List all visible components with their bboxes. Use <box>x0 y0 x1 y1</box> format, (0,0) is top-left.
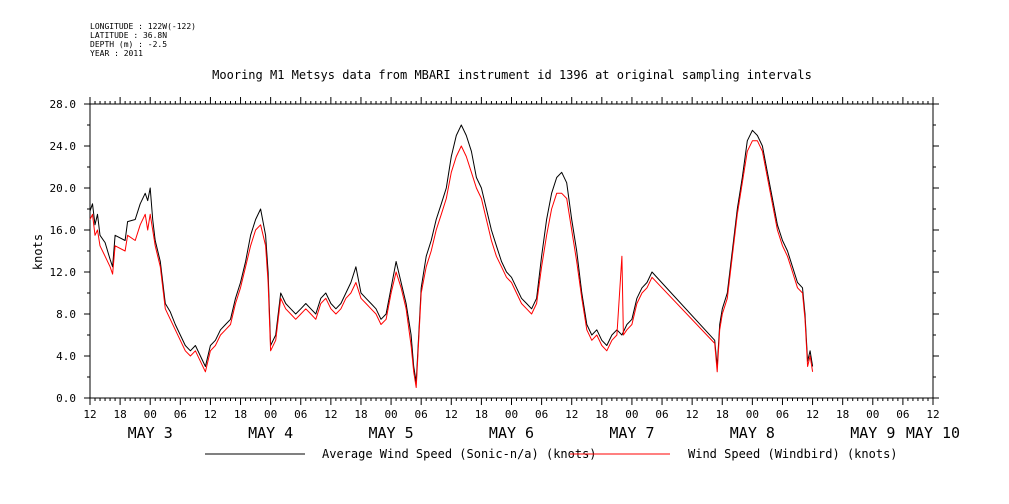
x-tick-label: 12 <box>926 408 939 421</box>
x-tick-label: 18 <box>836 408 849 421</box>
series-layer <box>89 124 814 388</box>
x-tick-label: 00 <box>144 408 157 421</box>
x-date-label: MAY 4 <box>248 424 293 442</box>
x-tick-label: 12 <box>324 408 337 421</box>
x-tick-label: 06 <box>174 408 187 421</box>
y-axis: 0.0 4.0 8.0 12.0 16.0 20.0 24.0 28.0 <box>50 98 939 405</box>
x-tick-label: 12 <box>204 408 217 421</box>
y-tick-label: 4.0 <box>56 350 76 363</box>
legend-label-windbird: Wind Speed (Windbird) (knots) <box>688 447 898 461</box>
x-tick-label: 00 <box>866 408 879 421</box>
series-line-0 <box>89 124 814 383</box>
x-tick-label: 12 <box>806 408 819 421</box>
y-tick-label: 24.0 <box>50 140 77 153</box>
x-date-label: MAY 8 <box>730 424 775 442</box>
x-date-label: MAY 5 <box>368 424 413 442</box>
x-tick-label: 12 <box>686 408 699 421</box>
legend: Average Wind Speed (Sonic-n/a) (knots) Wi… <box>205 447 898 461</box>
series-line-1 <box>89 140 814 388</box>
x-tick-label: 00 <box>625 408 638 421</box>
x-tick-label: 00 <box>746 408 759 421</box>
x-date-label: MAY 7 <box>609 424 654 442</box>
meta-year: YEAR : 2011 <box>90 49 143 58</box>
x-tick-label: 06 <box>535 408 548 421</box>
meta-depth: DEPTH (m) : -2.5 <box>90 40 168 49</box>
meta-latitude: LATITUDE : 36.8N <box>90 31 168 40</box>
x-tick-label: 00 <box>384 408 397 421</box>
legend-label-average: Average Wind Speed (Sonic-n/a) (knots) <box>322 447 597 461</box>
x-axis: 12 18 00 06 12 18 00 06 12 18 00 06 12 18 00 06 12 18 00 06… <box>83 97 960 442</box>
y-tick-label: 28.0 <box>50 98 77 111</box>
y-tick-label: 20.0 <box>50 182 77 195</box>
y-tick-label: 16.0 <box>50 224 77 237</box>
x-tick-label: 18 <box>354 408 367 421</box>
y-axis-label: knots <box>31 234 45 270</box>
x-tick-label: 06 <box>415 408 428 421</box>
x-tick-label: 12 <box>83 408 96 421</box>
x-tick-label: 06 <box>896 408 909 421</box>
x-tick-label: 00 <box>264 408 277 421</box>
x-tick-label: 06 <box>655 408 668 421</box>
y-tick-label: 8.0 <box>56 308 76 321</box>
y-tick-label: 0.0 <box>56 392 76 405</box>
x-tick-label: 18 <box>113 408 126 421</box>
metadata-block: LONGITUDE : 122W(-122) LATITUDE : 36.8N … <box>90 22 196 58</box>
x-date-label: MAY 6 <box>489 424 534 442</box>
x-tick-label: 12 <box>565 408 578 421</box>
meta-longitude: LONGITUDE : 122W(-122) <box>90 22 196 31</box>
x-date-label: MAY 10 <box>906 424 960 442</box>
x-date-label: MAY 9 <box>850 424 895 442</box>
chart-title: Mooring M1 Metsys data from MBARI instru… <box>212 68 812 82</box>
x-date-label: MAY 3 <box>128 424 173 442</box>
x-tick-label: 18 <box>475 408 488 421</box>
x-tick-label: 06 <box>294 408 307 421</box>
x-tick-label: 06 <box>776 408 789 421</box>
y-tick-label: 12.0 <box>50 266 77 279</box>
x-tick-label: 12 <box>445 408 458 421</box>
x-tick-label: 00 <box>505 408 518 421</box>
x-tick-label: 18 <box>234 408 247 421</box>
x-tick-label: 18 <box>595 408 608 421</box>
x-tick-label: 18 <box>716 408 729 421</box>
